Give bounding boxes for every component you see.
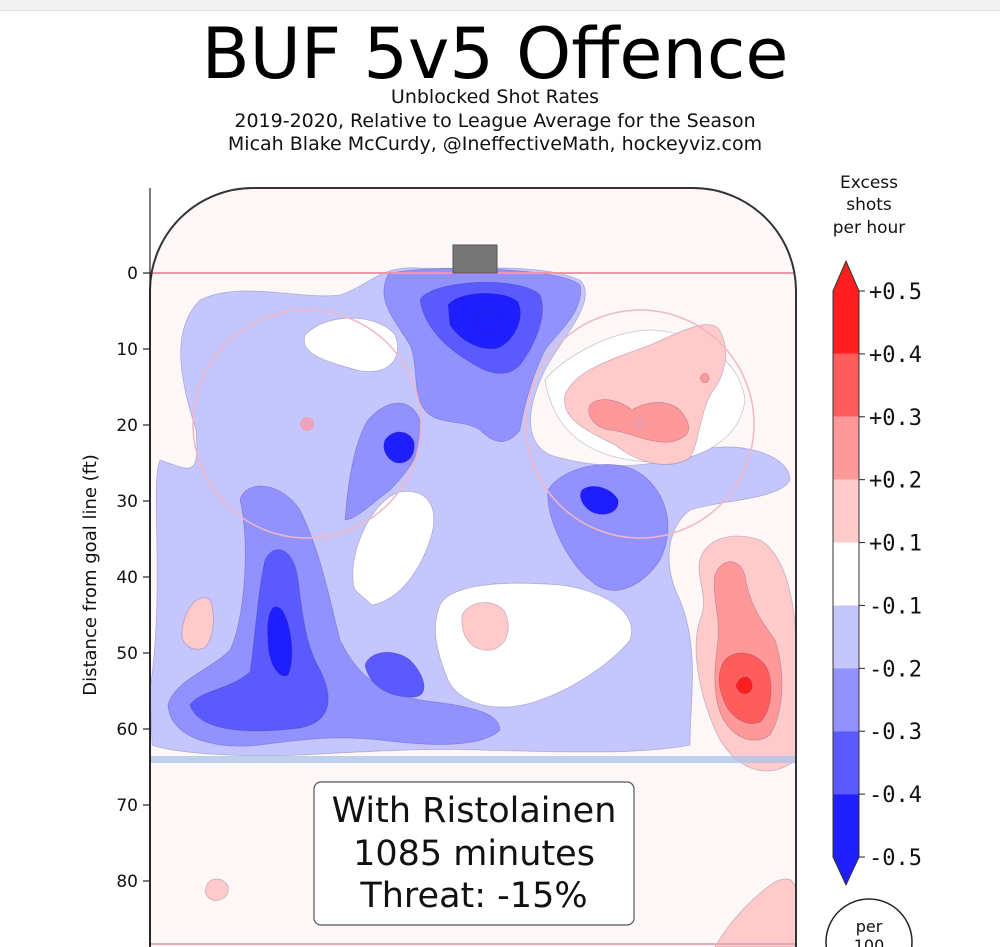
colorbar-tick-label: +0.1	[869, 532, 922, 557]
y-axis: Distance from goal line (ft) 0 10 20 30 40 50…	[80, 188, 151, 947]
info-box-frame	[313, 781, 635, 926]
y-tick-label: 70	[116, 796, 138, 816]
y-tick-label: 80	[116, 872, 138, 892]
contour-region-below-average	[580, 486, 619, 515]
y-tick-label: 30	[116, 492, 138, 512]
chart-subtitle-author: Micah Blake McCurdy, @IneffectiveMath, h…	[227, 133, 763, 155]
colorbar-tick-label: -0.5	[869, 846, 922, 871]
colorbar-title-line-1: Excess	[840, 173, 898, 193]
contour-region-below-average	[547, 464, 669, 591]
y-tick-label: 60	[116, 720, 138, 740]
colorbar-bin	[833, 668, 859, 732]
contour-region-below-average	[267, 606, 293, 677]
chart-subtitle-season: 2019-2020, Relative to League Average fo…	[234, 110, 756, 132]
colorbar-tick-label: +0.2	[869, 469, 922, 494]
colorbar-ticks: +0.5 +0.4 +0.3 +0.2 +0.1 -0.1 -0.2 -0.3 -0.4 -0.5	[859, 280, 922, 871]
contour-region-above-average	[699, 372, 710, 384]
colorbar-tick-label: -0.3	[869, 720, 922, 745]
boards-outline	[149, 187, 797, 947]
contour-region-below-average	[383, 431, 415, 464]
info-line-minutes: 1085 minutes	[353, 834, 595, 874]
contour-region-above-average	[461, 602, 509, 651]
y-axis-label: Distance from goal line (ft)	[80, 454, 101, 696]
y-tick-label: 0	[127, 264, 138, 284]
shot-rate-contours	[150, 267, 796, 947]
info-box: With Ristolainen 1085 minutes Threat: -1…	[313, 781, 635, 926]
colorbar-title-line-3: per hour	[833, 218, 906, 238]
contour-region-above-average	[181, 597, 214, 650]
colorbar-bin	[833, 261, 859, 354]
contour-region-above-average	[735, 676, 753, 694]
contour-region-below-average	[364, 651, 425, 698]
blue-line	[150, 756, 796, 763]
contour-region-below-average	[189, 549, 329, 732]
contour-region-below-average	[473, 310, 503, 336]
per-100-circle	[825, 898, 913, 947]
per-100-label-top: per	[856, 917, 883, 936]
faceoff-dot-right	[633, 417, 647, 431]
colorbar-tick-label: -0.2	[869, 657, 922, 682]
faceoff-circle-left	[192, 309, 422, 539]
y-tick-label: 10	[116, 340, 138, 360]
faceoff-circle-right	[525, 309, 755, 539]
colorbar-bin	[833, 416, 859, 480]
y-tick-label: 40	[116, 568, 138, 588]
chart-title: BUF 5v5 Offence	[201, 13, 789, 95]
contour-region-above-average	[204, 878, 229, 901]
colorbar-tick-label: +0.3	[869, 406, 922, 431]
colorbar-bin	[833, 794, 859, 885]
colorbar-tick-label: +0.5	[869, 280, 922, 305]
window-top-bar	[0, 0, 1000, 11]
faceoff-dot-left	[300, 417, 314, 431]
colorbar-bin	[833, 605, 859, 669]
colorbar: Excess shots per hour +0.5+0.4+0.3+0.2+0…	[832, 173, 922, 887]
colorbar-tick-label: -0.4	[869, 783, 922, 808]
y-tick-label: 50	[116, 644, 138, 664]
colorbar-bin	[833, 542, 859, 606]
chart-subtitle-metric: Unblocked Shot Rates	[390, 86, 600, 108]
per-100-badge: per 100	[825, 898, 913, 947]
y-tick-label: 20	[116, 416, 138, 436]
info-line-threat: Threat: -15%	[359, 876, 587, 916]
colorbar-bin	[833, 479, 859, 543]
colorbar-bins	[832, 259, 860, 887]
colorbar-bin	[833, 353, 859, 417]
colorbar-tick-label: -0.1	[869, 594, 922, 619]
contour-region-neutral	[352, 491, 434, 606]
per-100-label-bottom: 100	[854, 936, 885, 947]
goal-net	[452, 244, 498, 274]
colorbar-title-line-2: shots	[846, 195, 892, 215]
info-line-player: With Ristolainen	[332, 791, 617, 831]
colorbar-bin	[833, 731, 859, 795]
colorbar-tick-label: +0.4	[869, 343, 922, 368]
